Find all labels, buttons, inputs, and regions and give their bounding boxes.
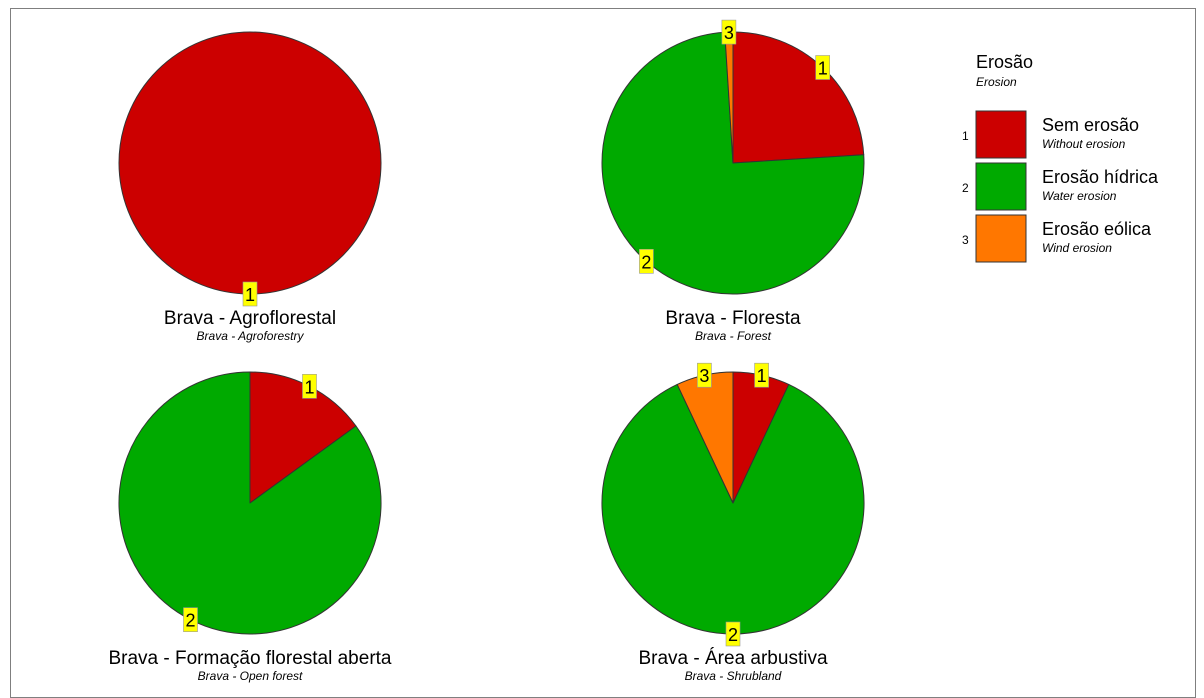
legend-item-2-label: Erosão hídrica [1042, 167, 1159, 187]
legend-item-1-code: 1 [962, 129, 969, 143]
pie-4-subtitle: Brava - Shrubland [685, 669, 782, 683]
pie-4-label-2-box [725, 621, 741, 647]
pie-4-label-1-box [754, 362, 769, 388]
pie-2-subtitle: Brava - Forest [695, 329, 772, 343]
legend-item-2: 2 Erosão hídrica Water erosion [962, 162, 1159, 211]
pie-2-label-2: 2 [639, 249, 654, 274]
pie-2-label-1-text: 1 [818, 59, 828, 79]
legend-item-2-sublabel: Water erosion [1042, 189, 1117, 203]
legend-item-1: 1 Sem erosão Without erosion [962, 110, 1139, 159]
pie-2-label-3: 3 [721, 19, 737, 45]
legend-item-1-sublabel: Without erosion [1042, 137, 1126, 151]
pie-1-label-1-box [242, 281, 258, 307]
pie-4-label-3-text: 3 [699, 366, 709, 386]
pie-4-label-3: 3 [697, 362, 712, 388]
pie-4-label-2-text: 2 [728, 625, 738, 645]
pie-2-label-1: 1 [815, 55, 831, 80]
legend-item-3-label: Erosão eólica [1042, 219, 1152, 239]
pie-2-label-3-box [721, 19, 737, 45]
legend-subtitle: Erosion [976, 75, 1017, 89]
pie-2-label-1-box [815, 55, 831, 80]
pie-1-label-1-text: 1 [245, 285, 255, 305]
pie-4-label-3-box [697, 362, 712, 388]
pie-4-label-1: 1 [754, 362, 769, 388]
pie-3-title: Brava - Formação florestal aberta [108, 648, 391, 669]
pie-1-label-1: 1 [242, 281, 258, 307]
pie-2-label-3-text: 3 [724, 23, 734, 43]
pie-1-title: Brava - Agroflorestal [164, 308, 336, 329]
pie-3-label-2-text: 2 [185, 611, 195, 631]
pie-3-label-2-box [183, 607, 198, 633]
pie-3-label-1-text: 1 [304, 377, 314, 397]
legend-item-1-label: Sem erosão [1042, 115, 1139, 135]
legend-title: Erosão [976, 52, 1033, 72]
pie-3-label-2: 2 [183, 607, 198, 633]
legend-item-3: 3 Erosão eólica Wind erosion [962, 214, 1152, 263]
pie-4-label-2: 2 [725, 621, 741, 647]
pie-2-slice-1 [732, 31, 865, 164]
legend: Erosão Erosion 1 Sem erosão Without erosion 2… [962, 52, 1159, 263]
legend-item-3-code: 3 [962, 233, 969, 247]
legend-item-3-swatch [975, 214, 1027, 263]
pie-chart-4 [601, 371, 865, 635]
pie-chart-3 [118, 371, 382, 635]
pie-2-title: Brava - Floresta [665, 308, 801, 329]
legend-item-3-sublabel: Wind erosion [1042, 241, 1112, 255]
pie-4-title: Brava - Área arbustiva [638, 648, 827, 669]
pie-3-subtitle: Brava - Open forest [198, 669, 303, 683]
pie-4-label-1-text: 1 [757, 366, 767, 386]
pie-3-label-1-box [302, 373, 317, 399]
pie-1-slice-1 [118, 31, 382, 295]
legend-item-1-swatch [975, 110, 1027, 159]
legend-item-2-swatch [975, 162, 1027, 211]
pie-1-subtitle: Brava - Agroforestry [197, 329, 305, 343]
pie-2-label-2-box [639, 249, 654, 274]
pie-3-label-1: 1 [302, 373, 317, 399]
pie-2-label-2-text: 2 [641, 252, 651, 272]
legend-item-2-code: 2 [962, 181, 969, 195]
pie-chart-1 [118, 31, 382, 295]
